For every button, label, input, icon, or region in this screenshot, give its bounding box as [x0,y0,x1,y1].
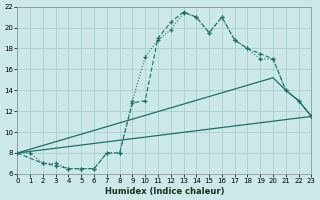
X-axis label: Humidex (Indice chaleur): Humidex (Indice chaleur) [105,187,224,196]
